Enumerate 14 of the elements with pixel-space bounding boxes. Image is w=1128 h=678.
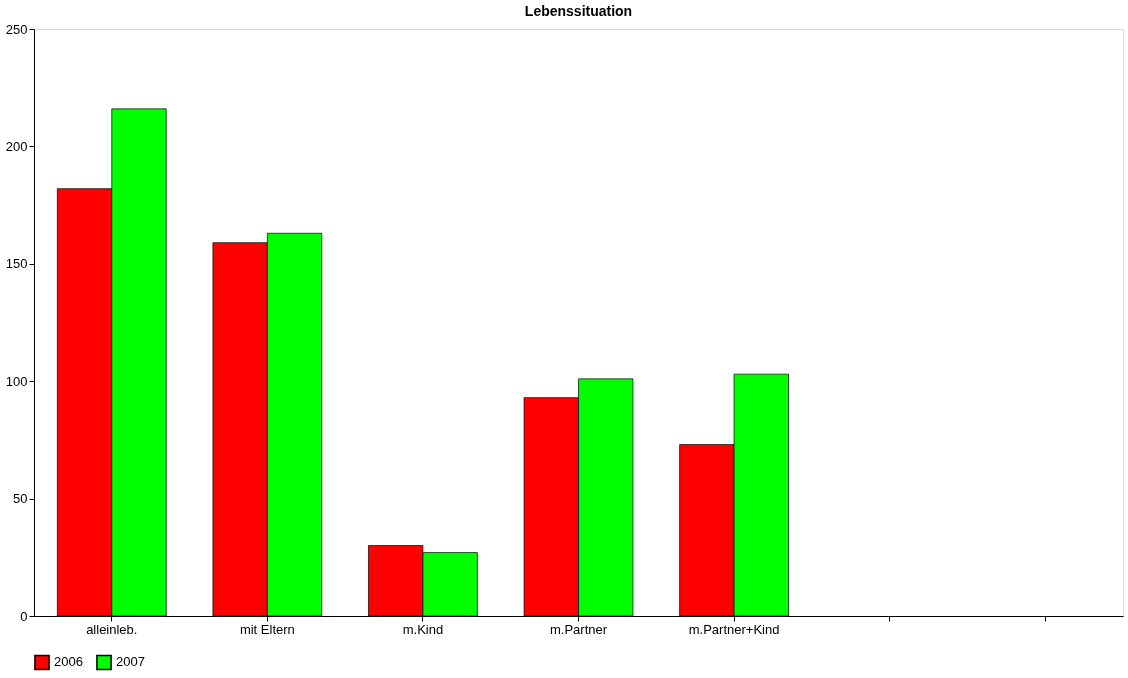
legend-label: 2006 (54, 654, 83, 670)
x-tick-label: mit Eltern (239, 621, 295, 637)
y-tick-label: 50 (13, 491, 28, 507)
x-tick-label: m.Kind (402, 621, 444, 637)
x-tick-label: m.Partner (549, 621, 608, 637)
y-tick-label: 200 (5, 138, 28, 154)
x-tick-label: m.Partner+Kind (688, 621, 780, 637)
chart-title: Lebenssituation (524, 3, 633, 19)
y-tick-label: 0 (20, 608, 28, 624)
y-tick-label: 100 (5, 373, 28, 389)
y-tick-label: 250 (5, 21, 28, 37)
legend-label: 2007 (116, 654, 145, 670)
y-tick-label: 150 (5, 256, 28, 272)
x-tick-label: alleinleb. (86, 621, 138, 637)
